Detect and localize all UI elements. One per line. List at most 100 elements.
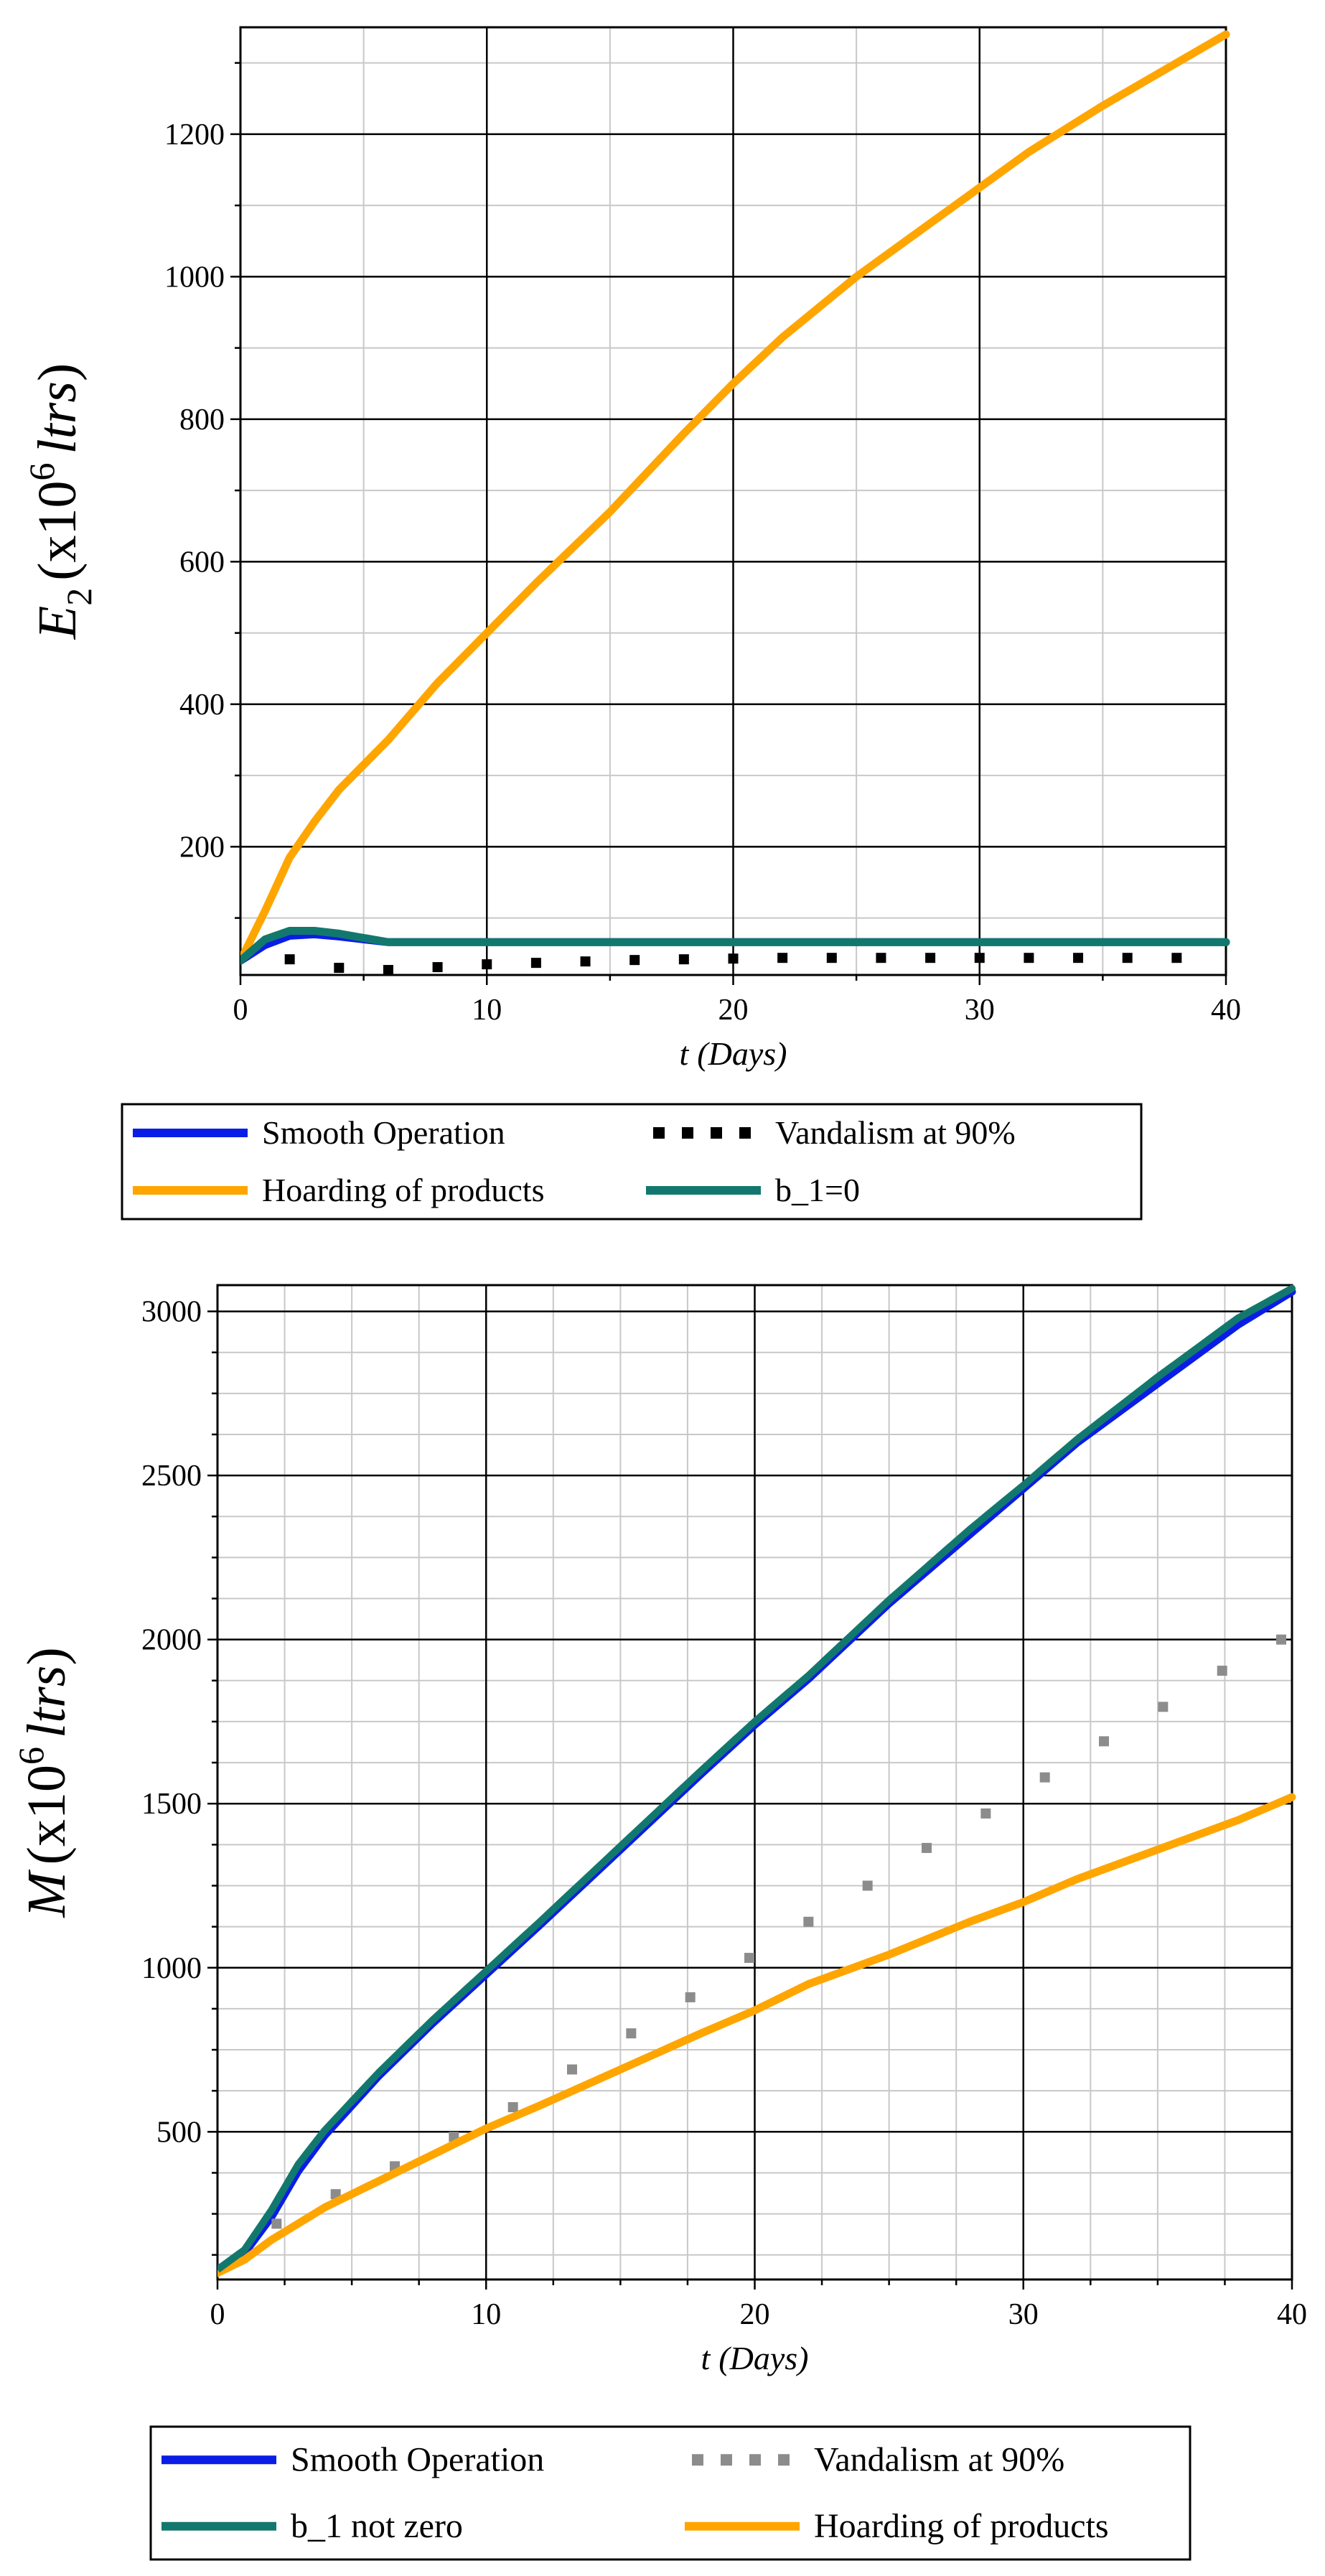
legend-label: Vandalism at 90%	[814, 2440, 1064, 2478]
y-axis-title: E2 (x106 ltrs)	[22, 363, 99, 640]
x-tick-label: 20	[718, 994, 749, 1027]
y-tick-label: 1000	[141, 1952, 202, 1985]
y-axis-close: )	[17, 1647, 77, 1665]
legend-item: Smooth Operation	[133, 1114, 505, 1151]
x-tick-label: 30	[965, 994, 995, 1027]
data-point	[1073, 953, 1084, 963]
y-axis-var: M	[17, 1870, 77, 1918]
legend-swatch-dot	[739, 1127, 751, 1139]
y-axis-open: (x10	[27, 480, 88, 580]
legend-label: Smooth Operation	[262, 1114, 505, 1151]
grid	[216, 1285, 1293, 2279]
x-tick-label: 10	[472, 994, 502, 1027]
data-point	[284, 954, 295, 965]
y-tick-label: 1200	[164, 118, 225, 151]
y-axis-unit: ltrs	[27, 381, 88, 454]
data-point	[1122, 953, 1133, 963]
y-tick-label: 2500	[141, 1460, 202, 1493]
data-point	[685, 1992, 696, 2002]
data-point	[1024, 953, 1034, 963]
legend: Smooth Operation Vandalism at 90% b_1 not …	[149, 2425, 1191, 2561]
x-axis-unit: (Days)	[697, 1035, 787, 1072]
y-axis-var: E	[27, 606, 88, 640]
x-axis-var: t	[680, 1035, 690, 1072]
legend-item: b_1 not zero	[161, 2507, 463, 2545]
y-axis-subscript: 2	[59, 588, 99, 606]
y-tick-label: 1000	[164, 261, 225, 294]
data-point	[1158, 1702, 1169, 1712]
legend-item: Hoarding of products	[685, 2507, 1109, 2545]
series-group	[217, 1284, 1296, 2277]
data-point	[432, 962, 443, 973]
y-axis-unit: ltrs	[17, 1666, 77, 1738]
series-hoarding-of-products	[240, 30, 1230, 965]
x-tick-label: 20	[740, 2298, 770, 2331]
series-hoarding-of-products	[217, 1793, 1296, 2277]
legend-label: Smooth Operation	[291, 2440, 544, 2478]
data-point	[803, 1916, 814, 1927]
x-axis-var: t	[701, 2340, 711, 2376]
data-point	[728, 953, 739, 964]
legend-swatch-dot	[653, 1127, 665, 1139]
data-point	[482, 959, 492, 970]
y-axis-open: (x10	[17, 1765, 77, 1865]
legend-label: b_1 not zero	[291, 2507, 463, 2545]
x-tick-label: 0	[233, 994, 248, 1027]
data-point	[678, 954, 689, 965]
series-vandalism-at-90-	[284, 953, 1182, 975]
data-point	[876, 953, 886, 963]
x-axis-title: t (Days)	[701, 2340, 809, 2376]
y-axis-exponent: 6	[22, 462, 62, 480]
legend-swatch-dot	[749, 2454, 761, 2466]
legend-item: b_1=0	[646, 1172, 860, 1208]
legend-box	[121, 1103, 1143, 1221]
x-axis-title: t (Days)	[680, 1035, 787, 1072]
legend-box	[149, 2425, 1191, 2561]
legend-label: b_1=0	[775, 1172, 860, 1208]
data-point	[271, 2218, 282, 2229]
data-point	[1099, 1736, 1110, 1747]
legend-swatch-dot	[692, 2454, 703, 2466]
tick-marks	[230, 62, 1227, 985]
y-tick-label: 200	[179, 831, 225, 864]
y-tick-label: 600	[179, 546, 225, 579]
legend-swatch-dot	[721, 2454, 732, 2466]
data-point	[777, 953, 788, 963]
data-point	[925, 953, 936, 963]
data-point	[744, 1953, 755, 1964]
y-tick-label: 2000	[141, 1624, 202, 1657]
y-axis-title: M (x106 ltrs)	[11, 1647, 77, 1918]
y-tick-label: 1500	[141, 1788, 202, 1821]
legend-item: Hoarding of products	[133, 1172, 544, 1208]
x-tick-label: 40	[1277, 2298, 1307, 2331]
data-point	[629, 955, 640, 966]
y-tick-label: 3000	[141, 1296, 202, 1329]
data-point	[826, 953, 837, 963]
legend-swatch-dot	[711, 1127, 722, 1139]
data-point	[980, 1808, 991, 1819]
data-point	[334, 963, 345, 974]
data-point	[567, 2064, 578, 2075]
x-tick-label: 10	[471, 2298, 501, 2331]
tick-marks	[207, 1310, 1293, 2290]
series-b-1-0	[240, 927, 1230, 965]
data-point	[862, 1880, 873, 1891]
data-point	[1217, 1666, 1227, 1676]
data-point	[530, 958, 541, 969]
legend-item: Vandalism at 90%	[653, 1114, 1016, 1151]
data-point	[507, 2102, 518, 2113]
data-point	[580, 956, 591, 967]
legend: Smooth Operation Vandalism at 90% Hoarding…	[121, 1103, 1143, 1221]
data-point	[974, 953, 985, 963]
y-tick-label: 500	[156, 2116, 202, 2149]
data-point	[1276, 1634, 1287, 1645]
x-tick-label: 0	[210, 2298, 225, 2331]
legend-item: Vandalism at 90%	[692, 2440, 1064, 2478]
x-tick-label: 30	[1008, 2298, 1039, 2331]
series-b-1-not-zero	[217, 1284, 1296, 2274]
series-group	[240, 30, 1230, 975]
legend-label: Hoarding of products	[814, 2507, 1109, 2545]
x-axis-unit: (Days)	[718, 2340, 808, 2376]
